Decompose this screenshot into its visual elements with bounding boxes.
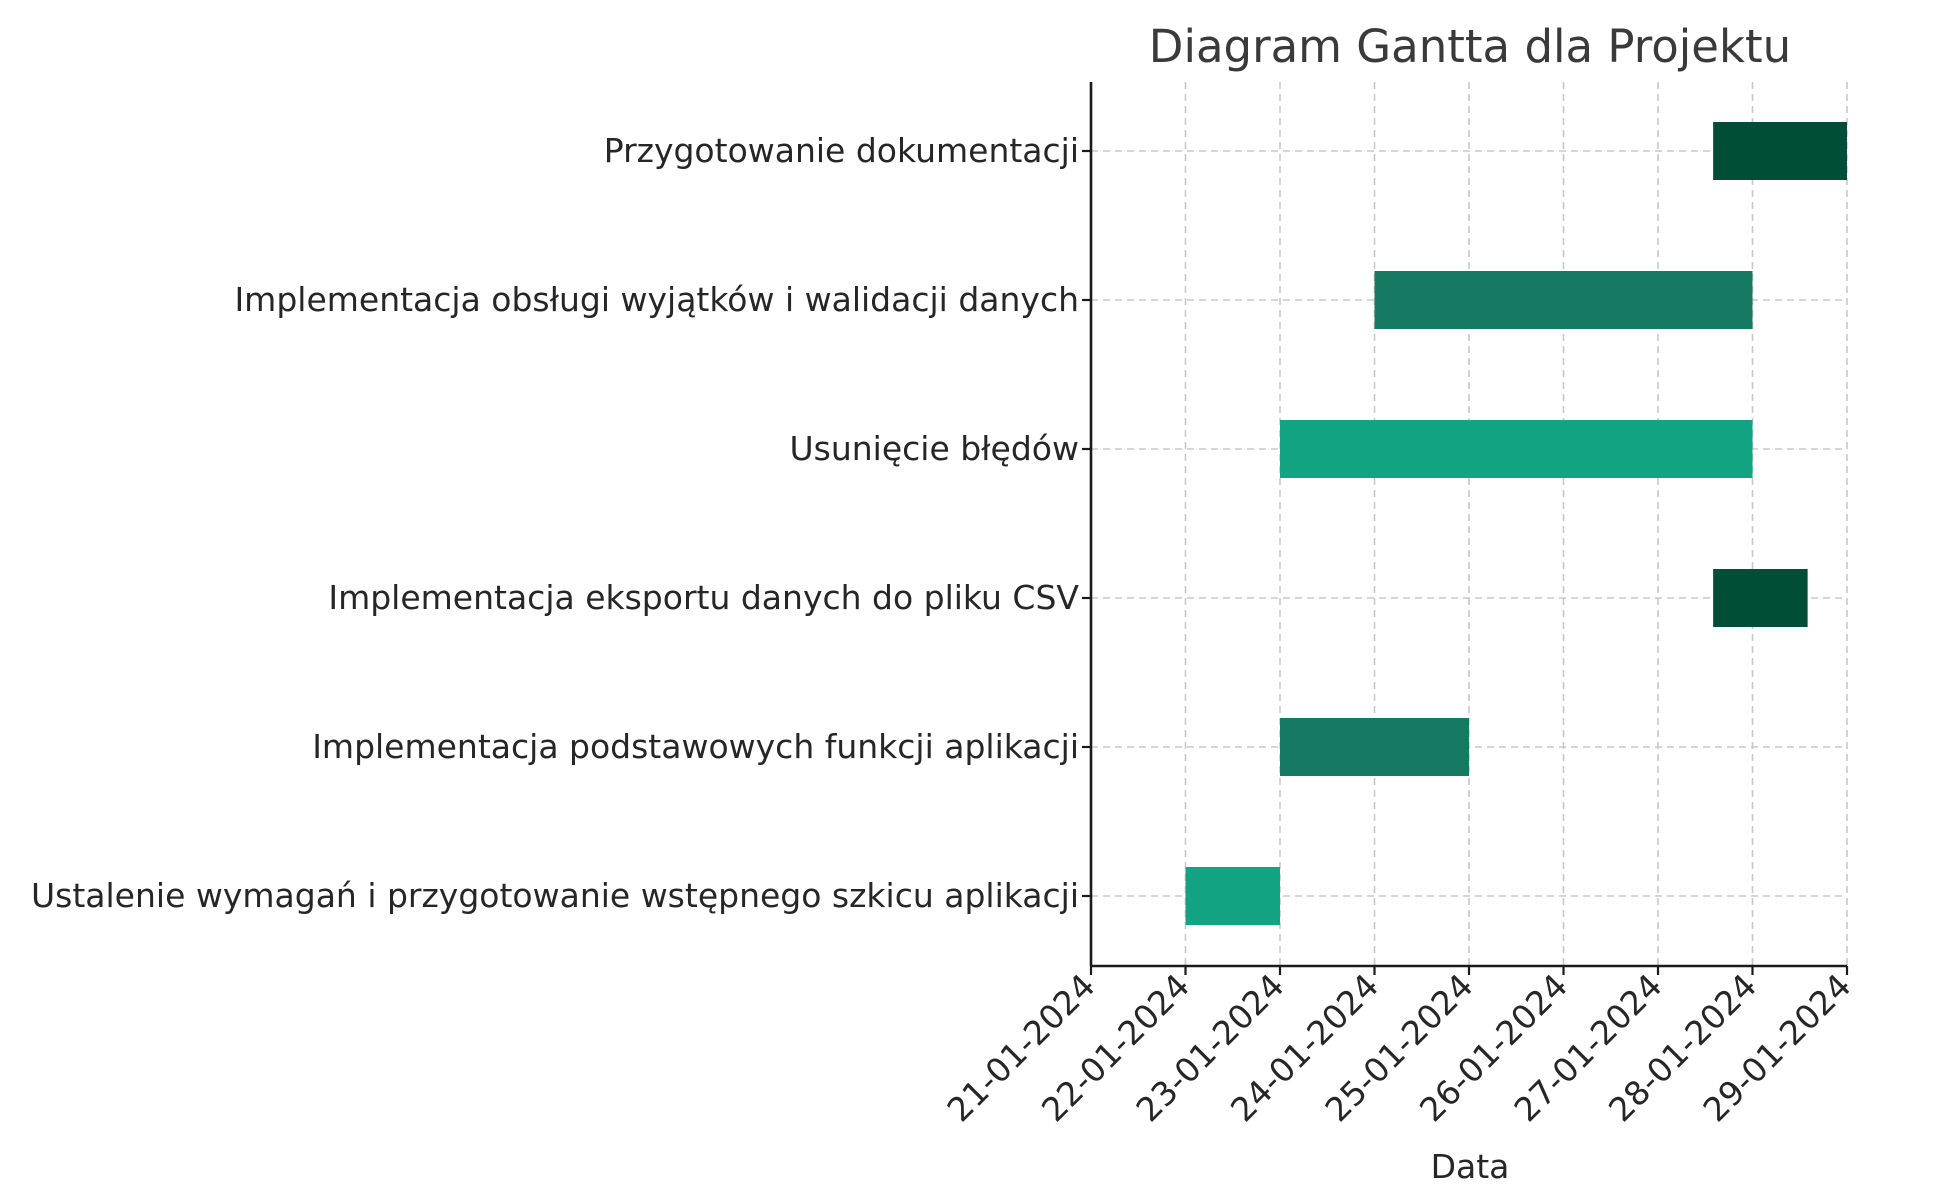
task-bar — [1713, 569, 1808, 627]
task-bar — [1185, 867, 1280, 925]
task-label: Usunięcie błędów — [789, 429, 1079, 468]
task-label: Implementacja obsługi wyjątków i walidac… — [234, 280, 1079, 319]
chart-title: Diagram Gantta dla Projektu — [1149, 20, 1791, 73]
grid-layer — [1090, 82, 1848, 966]
task-bar — [1713, 122, 1847, 180]
task-label: Przygotowanie dokumentacji — [604, 131, 1079, 170]
x-tick-labels: 21-01-202422-01-202423-01-202424-01-2024… — [939, 966, 1858, 1129]
y-tick-labels: Przygotowanie dokumentacji Implementacja … — [31, 131, 1079, 915]
x-axis-label: Data — [1431, 1147, 1510, 1186]
bars-layer — [1185, 122, 1847, 925]
task-label: Implementacja podstawowych funkcji aplik… — [312, 727, 1079, 766]
task-label: Implementacja eksportu danych do pliku C… — [328, 578, 1079, 617]
axes-layer — [1082, 82, 1849, 975]
task-bar — [1374, 271, 1753, 329]
task-bar — [1280, 420, 1753, 478]
task-label: Ustalenie wymagań i przygotowanie wstępn… — [31, 876, 1079, 915]
task-bar — [1280, 718, 1469, 776]
